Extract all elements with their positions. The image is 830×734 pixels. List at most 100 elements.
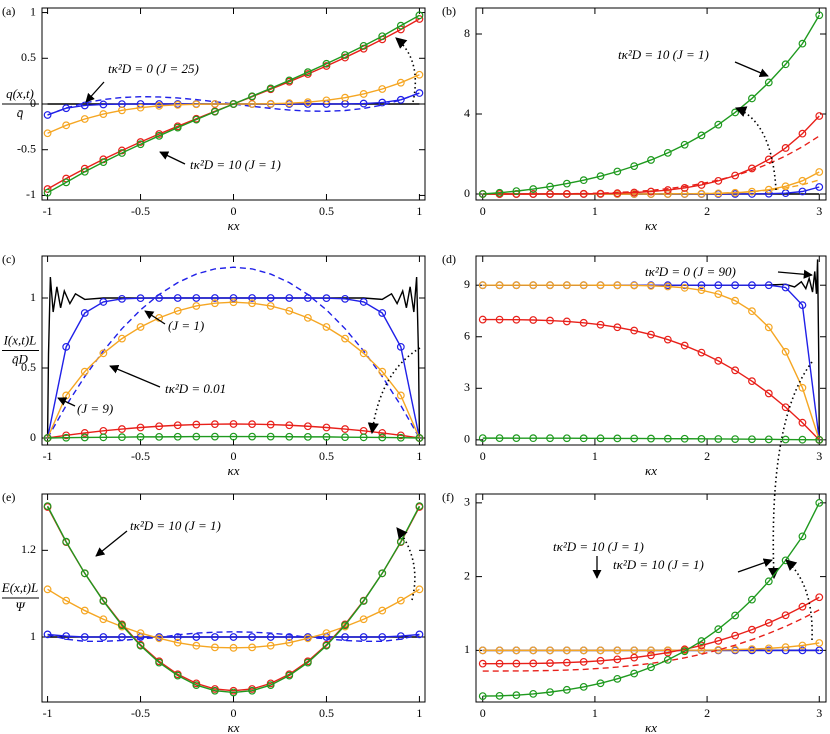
marker	[596, 320, 605, 329]
x-tick-label: 3	[816, 449, 822, 463]
marker	[697, 181, 706, 189]
x-tick-label: 1	[592, 449, 598, 463]
marker	[62, 121, 71, 130]
marker	[396, 391, 405, 400]
marker	[43, 630, 52, 639]
marker	[546, 434, 554, 443]
marker	[266, 432, 275, 441]
y-tick-label: 0.5	[21, 360, 36, 374]
marker	[647, 330, 655, 339]
marker	[229, 420, 238, 428]
annotation-arrow	[777, 269, 813, 279]
marker	[647, 187, 655, 196]
marker	[596, 679, 605, 688]
marker	[764, 78, 773, 87]
marker	[613, 167, 622, 176]
marker	[680, 647, 689, 656]
marker	[478, 190, 487, 198]
marker	[266, 294, 275, 302]
marker	[714, 176, 723, 185]
panel-label: (d)	[442, 252, 456, 266]
marker	[229, 298, 238, 307]
marker	[322, 323, 331, 331]
marker	[248, 92, 256, 101]
marker	[764, 618, 773, 627]
x-tick-label: 1	[416, 706, 422, 720]
marker	[378, 32, 387, 41]
marker	[529, 434, 538, 443]
marker	[192, 115, 201, 124]
marker	[613, 189, 622, 198]
marker	[155, 131, 164, 140]
marker	[512, 434, 521, 443]
marker	[478, 692, 487, 700]
marker	[378, 633, 387, 641]
marker	[748, 435, 756, 444]
time-arrow	[768, 361, 813, 580]
marker	[748, 307, 756, 316]
y-tick-label: 0.5	[21, 50, 36, 64]
marker	[529, 185, 538, 193]
line	[47, 14, 420, 194]
marker	[192, 294, 201, 302]
marker	[731, 631, 740, 640]
marker	[285, 671, 294, 680]
marker	[596, 646, 605, 655]
marker	[815, 593, 824, 602]
y-axis-label-numerator: q(x,t)	[6, 86, 34, 101]
marker	[211, 686, 219, 695]
marker	[781, 435, 790, 444]
x-tick-label: 0	[231, 706, 237, 720]
marker	[62, 537, 71, 546]
marker	[266, 641, 275, 650]
x-tick-label: -1	[43, 449, 53, 463]
y-tick-label: 9	[464, 277, 470, 291]
marker	[322, 96, 331, 105]
marker	[62, 104, 71, 113]
x-tick-label: 1	[592, 204, 598, 218]
marker	[322, 294, 331, 303]
line	[47, 588, 420, 649]
marker	[62, 596, 71, 605]
marker	[697, 637, 706, 645]
marker	[697, 641, 706, 650]
marker	[512, 315, 521, 324]
marker	[118, 106, 126, 115]
x-tick-label: 1	[416, 449, 422, 463]
marker	[229, 688, 238, 697]
marker	[359, 298, 368, 306]
marker	[764, 155, 773, 164]
x-tick-label: 1	[416, 204, 422, 218]
annotation-arrow	[734, 61, 769, 77]
marker	[748, 625, 756, 634]
annotation-arrow	[109, 364, 161, 388]
marker	[396, 431, 405, 440]
marker	[815, 435, 824, 444]
marker	[562, 179, 571, 188]
marker	[211, 107, 219, 116]
marker	[680, 184, 689, 192]
marker	[155, 432, 164, 441]
marker	[415, 89, 424, 97]
marker	[731, 366, 740, 375]
marker	[781, 643, 790, 652]
marker	[781, 403, 790, 412]
line	[47, 423, 420, 439]
marker	[798, 435, 807, 444]
marker	[303, 658, 312, 667]
marker	[529, 689, 538, 698]
dashed-line	[482, 135, 820, 195]
marker	[359, 597, 368, 605]
marker	[798, 129, 807, 138]
marker	[764, 281, 773, 290]
marker	[211, 299, 219, 308]
marker	[714, 189, 723, 198]
annotation: tκ²D = 0 (J = 90)	[645, 264, 736, 279]
marker	[613, 655, 622, 664]
marker	[192, 420, 201, 429]
panel: (b) 0 1 2 3 0 4 8 κx tκ²D = 10 (J = 1)	[442, 4, 827, 233]
marker	[173, 638, 182, 647]
x-axis-label: κx	[645, 463, 657, 478]
marker	[322, 641, 331, 650]
